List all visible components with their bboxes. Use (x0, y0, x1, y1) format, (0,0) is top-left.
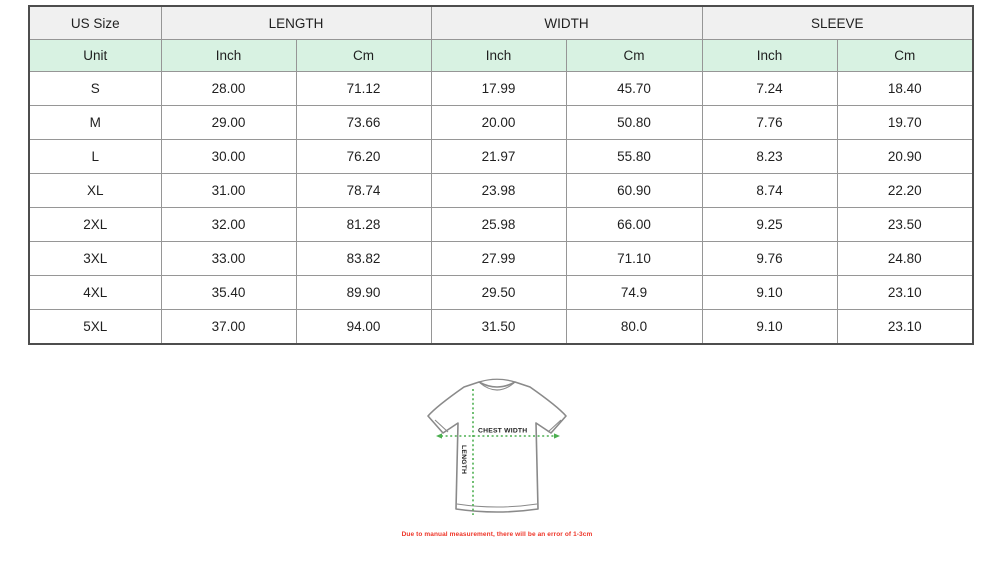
measurement-note: Due to manual measurement, there will be… (401, 531, 593, 538)
header-sleeve: SLEEVE (701, 5, 974, 40)
table-unit-row: Unit Inch Cm Inch Cm Inch Cm (28, 39, 974, 72)
header-length: LENGTH (160, 5, 432, 40)
right-cuff-line (547, 419, 562, 433)
size-cell: XL (28, 173, 162, 208)
table-row: 2XL 32.00 81.28 25.98 66.00 9.25 23.50 (28, 207, 974, 242)
table-cell: 20.00 (430, 105, 567, 140)
table-cell: 18.40 (836, 71, 974, 106)
table-row: 3XL 33.00 83.82 27.99 71.10 9.76 24.80 (28, 241, 974, 276)
table-cell: 28.00 (160, 71, 297, 106)
left-arrow-icon (436, 433, 442, 439)
size-cell: 3XL (28, 241, 162, 276)
table-cell: 55.80 (565, 139, 703, 174)
table-cell: 80.0 (565, 309, 703, 345)
table-cell: 21.97 (430, 139, 567, 174)
size-cell: S (28, 71, 162, 106)
chest-width-label: CHEST WIDTH (478, 428, 527, 435)
table-cell: 76.20 (295, 139, 432, 174)
collar-band-line (479, 382, 515, 391)
unit-width-cm: Cm (565, 39, 703, 72)
table-cell: 83.82 (295, 241, 432, 276)
size-cell: 4XL (28, 275, 162, 310)
table-cell: 8.74 (701, 173, 838, 208)
table-cell: 31.50 (430, 309, 567, 345)
table-cell: 23.98 (430, 173, 567, 208)
table-cell: 81.28 (295, 207, 432, 242)
right-arrow-icon (554, 433, 560, 439)
table-cell: 9.10 (701, 309, 838, 345)
tshirt-measurement-diagram: CHEST WIDTH LENGTH (422, 375, 574, 525)
table-cell: 7.76 (701, 105, 838, 140)
unit-length-cm: Cm (295, 39, 432, 72)
table-cell: 17.99 (430, 71, 567, 106)
table-cell: 19.70 (836, 105, 974, 140)
table-cell: 71.10 (565, 241, 703, 276)
table-row: S 28.00 71.12 17.99 45.70 7.24 18.40 (28, 71, 974, 106)
size-cell: L (28, 139, 162, 174)
tshirt-icon: CHEST WIDTH LENGTH (427, 378, 567, 515)
unit-label: Unit (28, 39, 162, 72)
left-cuff-line (434, 419, 449, 433)
table-cell: 25.98 (430, 207, 567, 242)
table-cell: 35.40 (160, 275, 297, 310)
table-cell: 22.20 (836, 173, 974, 208)
table-cell: 33.00 (160, 241, 297, 276)
table-cell: 78.74 (295, 173, 432, 208)
table-cell: 60.90 (565, 173, 703, 208)
unit-width-inch: Inch (430, 39, 567, 72)
table-cell: 27.99 (430, 241, 567, 276)
table-cell: 9.10 (701, 275, 838, 310)
table-cell: 29.50 (430, 275, 567, 310)
table-cell: 7.24 (701, 71, 838, 106)
length-label: LENGTH (460, 445, 467, 474)
table-row: 5XL 37.00 94.00 31.50 80.0 9.10 23.10 (28, 309, 974, 345)
table-cell: 24.80 (836, 241, 974, 276)
table-cell: 23.10 (836, 309, 974, 345)
unit-length-inch: Inch (160, 39, 297, 72)
table-cell: 71.12 (295, 71, 432, 106)
table-cell: 8.23 (701, 139, 838, 174)
table-cell: 20.90 (836, 139, 974, 174)
table-cell: 32.00 (160, 207, 297, 242)
table-cell: 50.80 (565, 105, 703, 140)
size-cell: 5XL (28, 309, 162, 345)
header-us-size: US Size (28, 5, 162, 40)
table-cell: 94.00 (295, 309, 432, 345)
table-cell: 74.9 (565, 275, 703, 310)
table-cell: 9.76 (701, 241, 838, 276)
hem-line (456, 503, 538, 508)
table-row: M 29.00 73.66 20.00 50.80 7.76 19.70 (28, 105, 974, 140)
collar-back-line (478, 378, 516, 383)
unit-sleeve-inch: Inch (701, 39, 838, 72)
table-cell: 23.10 (836, 275, 974, 310)
table-cell: 89.90 (295, 275, 432, 310)
table-cell: 23.50 (836, 207, 974, 242)
size-cell: 2XL (28, 207, 162, 242)
shirt-body-outline (427, 381, 567, 513)
size-chart-table: US Size LENGTH WIDTH SLEEVE Unit Inch Cm… (28, 5, 975, 345)
unit-sleeve-cm: Cm (836, 39, 974, 72)
table-row: L 30.00 76.20 21.97 55.80 8.23 20.90 (28, 139, 974, 174)
table-cell: 31.00 (160, 173, 297, 208)
table-cell: 37.00 (160, 309, 297, 345)
table-cell: 66.00 (565, 207, 703, 242)
table-header-row: US Size LENGTH WIDTH SLEEVE (28, 5, 974, 40)
table-cell: 29.00 (160, 105, 297, 140)
table-row: 4XL 35.40 89.90 29.50 74.9 9.10 23.10 (28, 275, 974, 310)
size-cell: M (28, 105, 162, 140)
table-cell: 73.66 (295, 105, 432, 140)
table-cell: 45.70 (565, 71, 703, 106)
table-cell: 30.00 (160, 139, 297, 174)
table-cell: 9.25 (701, 207, 838, 242)
table-row: XL 31.00 78.74 23.98 60.90 8.74 22.20 (28, 173, 974, 208)
header-width: WIDTH (430, 5, 703, 40)
